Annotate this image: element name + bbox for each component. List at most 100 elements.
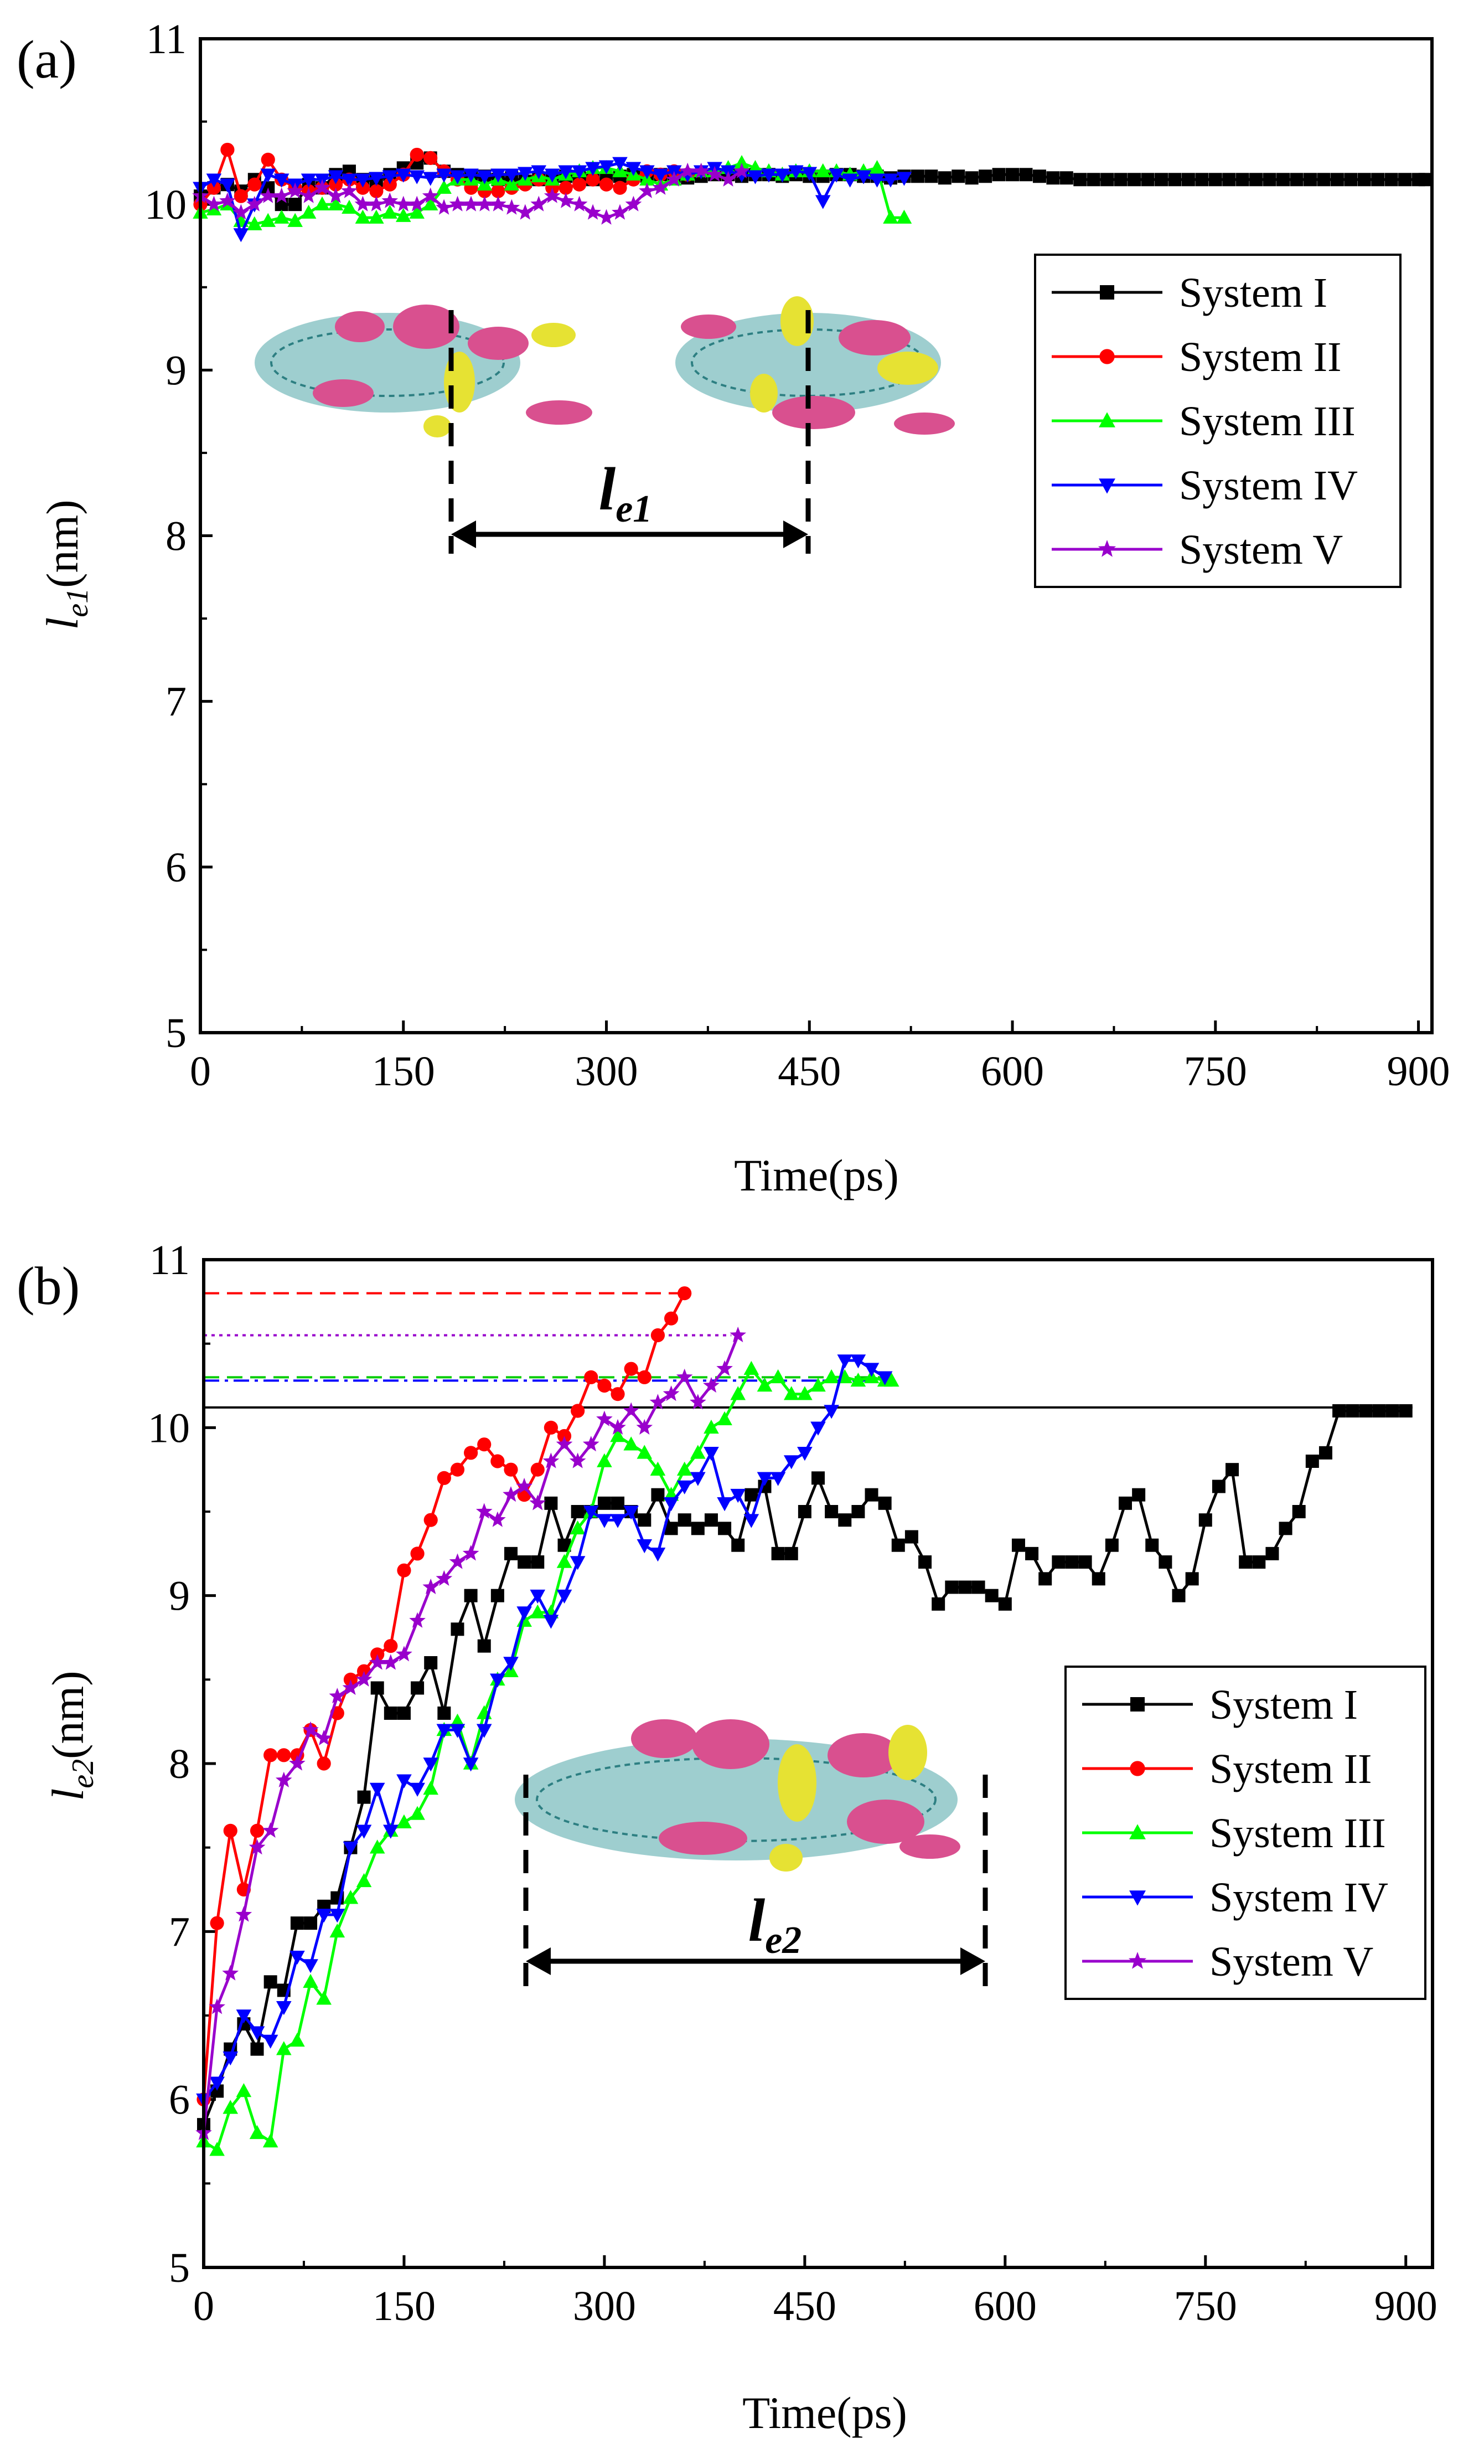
legend-label: System I (1179, 270, 1327, 316)
data-point-system-i (531, 1555, 545, 1569)
data-point-system-i (1371, 173, 1385, 187)
data-point-system-v (596, 1410, 613, 1426)
data-point-system-i (1398, 173, 1412, 187)
data-point-system-iii (369, 209, 384, 224)
data-point-system-i (932, 1597, 945, 1611)
data-point-system-v (289, 1755, 306, 1771)
data-point-system-iii (734, 154, 749, 169)
data-point-system-i (691, 1522, 705, 1535)
data-point-system-v (503, 1486, 519, 1502)
data-point-system-v (557, 192, 574, 208)
panel-a-xlabel: Time(ps) (734, 1150, 899, 1200)
data-point-system-iii (223, 2100, 239, 2114)
y-tick-label: 9 (169, 1573, 190, 1620)
data-point-system-v (609, 1419, 626, 1435)
data-point-system-i (798, 1505, 811, 1518)
data-point-system-iv (504, 168, 520, 183)
data-point-system-iii (316, 1991, 332, 2005)
data-point-system-i (464, 1589, 478, 1602)
data-point-system-iv (583, 1506, 599, 1520)
data-point-system-iv (653, 168, 669, 183)
data-point-system-v (463, 195, 479, 212)
data-point-system-i (771, 1547, 785, 1560)
inset-a-arrowhead-right (783, 520, 808, 548)
data-point-system-v (703, 1377, 720, 1393)
data-point-system-i (744, 1488, 758, 1502)
data-point-system-iv (650, 1548, 666, 1562)
data-point-system-iv (883, 173, 898, 188)
data-point-system-i (1330, 173, 1344, 187)
y-tick-label: 5 (166, 1010, 187, 1056)
data-point-system-ii (624, 1362, 638, 1376)
panel-b-legend: System I System II System III System IV Syst… (1064, 1666, 1426, 2000)
x-tick-label: 0 (190, 1048, 211, 1095)
data-point-system-i (1195, 173, 1209, 187)
y-tick-label: 5 (169, 2245, 190, 2291)
data-point-system-iv (625, 162, 642, 176)
data-point-system-ii (437, 1471, 451, 1485)
data-point-system-iv (797, 1447, 813, 1461)
data-point-system-iii (556, 1554, 572, 1568)
data-point-system-i (571, 1505, 585, 1518)
inset-a-right-yellow-2 (877, 352, 938, 385)
data-point-system-v (665, 171, 682, 187)
data-point-system-i (971, 1580, 985, 1594)
data-point-system-i (370, 1681, 384, 1695)
data-point-system-v (369, 1654, 386, 1670)
legend-swatch-marker (1099, 412, 1115, 427)
data-point-system-v (706, 166, 723, 182)
data-point-system-i (945, 1580, 959, 1594)
data-point-system-v (287, 182, 303, 198)
data-point-system-iii (422, 196, 438, 210)
y-tick-label: 9 (166, 347, 187, 394)
data-point-system-i (1059, 171, 1073, 185)
data-point-system-iii (743, 1360, 759, 1375)
data-point-system-iii (423, 1781, 439, 1795)
inset-b-yellow-1 (778, 1744, 816, 1822)
data-point-system-ii (328, 177, 343, 192)
data-point-system-iii (343, 1890, 359, 1904)
data-point-system-iv (585, 162, 601, 176)
inset-a-left-pink-1 (335, 311, 385, 342)
data-point-system-ii (369, 184, 384, 198)
data-point-system-iii (303, 1973, 318, 1988)
data-point-system-iii (436, 179, 452, 194)
data-point-system-iv (236, 2009, 252, 2024)
data-point-system-v (542, 1452, 560, 1468)
x-tick-label: 900 (1387, 1048, 1450, 1095)
legend-swatch-marker (1129, 1890, 1146, 1906)
data-point-system-ii (599, 177, 614, 192)
panel-a-inset-molecules: le1 (255, 296, 955, 554)
data-point-system-iv (676, 1480, 692, 1494)
data-point-system-i (1332, 1404, 1346, 1417)
data-point-system-ii (613, 181, 627, 195)
panel-b-label: (b) (17, 1256, 80, 1316)
data-point-system-i (1292, 1505, 1306, 1518)
data-point-system-v (327, 187, 344, 203)
data-point-system-v (516, 1477, 532, 1494)
data-point-system-iii (301, 204, 317, 219)
data-point-system-i (904, 1530, 918, 1544)
data-point-system-v (652, 179, 669, 195)
data-point-system-iv (436, 1724, 452, 1738)
inset-a-span-label-main: l (599, 455, 616, 523)
data-point-system-i (275, 198, 288, 212)
data-point-system-ii (637, 1370, 651, 1384)
data-point-system-ii (277, 1748, 291, 1762)
data-point-system-v (663, 1385, 680, 1401)
legend-swatch-marker (1100, 285, 1114, 300)
panel-b-x-ticks: 0 150 300 450 600 750 900 (193, 2255, 1438, 2329)
data-point-system-ii (223, 1823, 237, 1838)
data-point-system-i (1249, 173, 1263, 187)
data-point-system-iv (743, 1514, 759, 1528)
data-point-system-i (1019, 168, 1033, 182)
data-point-system-i (1318, 1446, 1332, 1460)
data-point-system-i (1208, 173, 1222, 187)
data-point-system-i (784, 1547, 798, 1560)
data-point-system-iv (355, 173, 371, 188)
data-point-system-v (692, 162, 710, 178)
legend-swatch-marker (1130, 1761, 1145, 1776)
data-point-system-ii (650, 1328, 665, 1343)
panel-a-plot-area (192, 142, 1432, 243)
series-system-iv (196, 1354, 893, 2108)
